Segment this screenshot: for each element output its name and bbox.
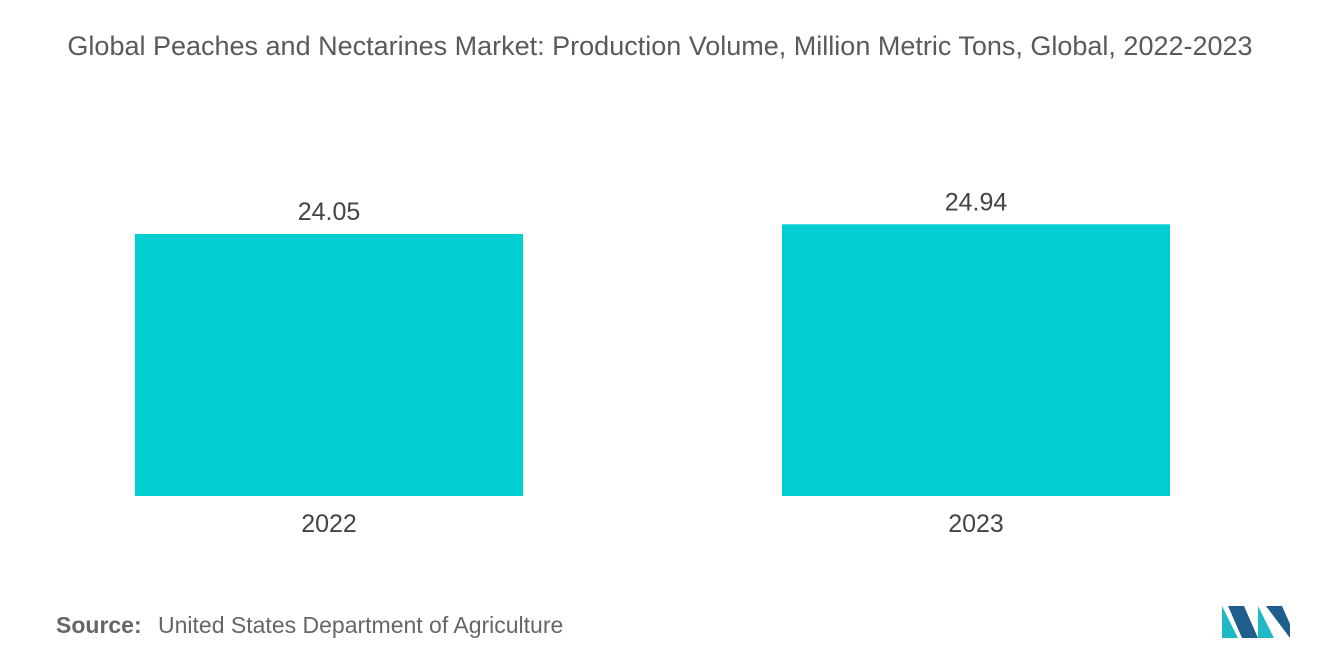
x-tick-label-2022: 2022 [301,510,357,538]
brand-logo-icon [1222,604,1292,645]
data-label-2022: 24.05 [298,198,361,226]
logo-shape-2 [1228,606,1258,638]
data-label-2023: 24.94 [945,188,1008,216]
chart-title: Global Peaches and Nectarines Market: Pr… [67,31,1253,61]
logo-shape-4 [1266,606,1290,638]
source-note: Source: United States Department of Agri… [56,612,563,639]
x-tick-label-2023: 2023 [948,510,1004,538]
bar-2022 [135,234,523,496]
source-text: United States Department of Agriculture [158,612,564,638]
source-label: Source: [56,612,142,638]
bar-chart: 24.05 2022 24.94 2023 [135,188,1170,538]
logo-shape-1 [1222,606,1238,638]
logo-shape-3 [1258,606,1274,638]
bar-2023 [782,224,1170,496]
